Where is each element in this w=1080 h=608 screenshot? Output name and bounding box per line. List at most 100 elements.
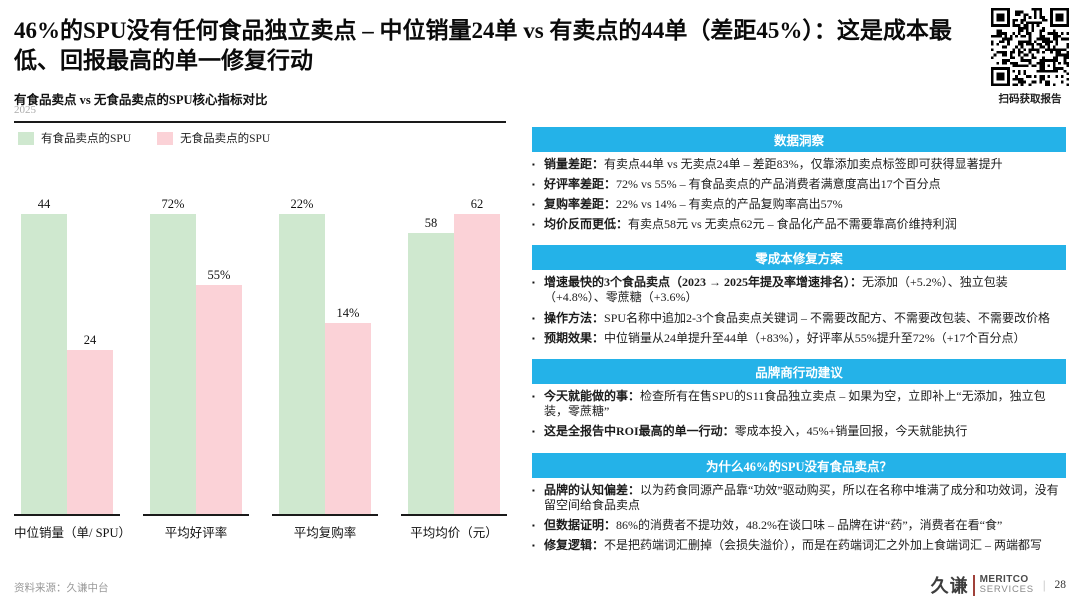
bullet-icon: ▪ [532,199,535,209]
chart-year: 2025 [14,104,36,116]
insight-section: 为什么46%的SPU没有食品卖点？ ▪ 品牌的认知偏差：以为药食同源产品靠“功效”驱… [532,453,1066,554]
bullet-lead: 销量差距： [544,156,605,171]
bullet-item: ▪ 但数据证明：86%的消费者不提功效，48.2%在谈口味 – 品牌在讲“药”，消… [532,518,1066,534]
bullet-icon: ▪ [532,219,535,229]
logo-english: MERITCO SERVICES [979,573,1034,595]
qr-code-block: 扫码获取报告 [988,8,1072,106]
logo-divider [972,574,975,596]
bullet-item: ▪ 均价反而更低：有卖点58元 vs 无卖点62元 – 食品化产品不需要靠高价维持… [532,217,1066,233]
bar-value-label: 58 [424,216,438,231]
bar-chart: 44 24 中位销量（单/ SPU） 72% 55% 平均好评率 22% 14% 平均复购率 58… [14,197,507,541]
bar-有食品卖点的SPU: 58 [408,216,454,514]
bullet-lead: 复购率差距： [544,196,617,211]
bar-value-label: 44 [37,197,51,211]
section-header: 为什么46%的SPU没有食品卖点？ [532,453,1066,479]
chart-group-plot: 72% 55% [143,197,249,516]
bullet-item: ▪ 这是全报告中ROI最高的单一行动：零成本投入，45%+销量回报，今天就能执行 [532,424,1066,440]
bullet-text: 增速最快的3个食品卖点（2023 → 2025年提及率增速排名）：无添加（+5.… [544,274,1008,305]
category-label: 平均均价（元） [410,526,498,540]
bullet-text: 销量差距：有卖点44单 vs 无卖点24单 – 差距83%，仅靠添加卖点标签即可… [544,156,1003,171]
bullet-lead: 今天就能做的事： [544,388,641,403]
bullet-lead: 均价反而更低： [544,216,629,231]
bullet-icon: ▪ [532,333,535,343]
bullet-lead: 操作方法： [544,310,605,325]
chart-group: 72% 55% 平均好评率 [143,197,249,541]
bullet-text: 修复逻辑：不是把药端词汇删掉（会损失溢价），而是在药端词汇之外加上食端词汇 – … [544,538,1043,553]
chart-group: 58 62 平均均价（元） [401,197,507,541]
bar-有食品卖点的SPU: 44 [21,197,67,514]
insight-section: 零成本修复方案 ▪ 增速最快的3个食品卖点（2023 → 2025年提及率增速排名）… [532,245,1066,346]
page-number-divider: | [1042,577,1046,592]
bullet-icon: ▪ [532,179,535,189]
bullet-text: 今天就能做的事：检查所有在售SPU的S11食品独立卖点 – 如果为空，立即补上“… [544,388,1046,419]
bar-有食品卖点的SPU: 22% [279,197,325,514]
section-header: 数据洞察 [532,127,1066,152]
bar-value-label: 22% [290,197,314,211]
bar-有食品卖点的SPU: 72% [150,197,196,514]
bullet-lead: 增速最快的3个食品卖点（2023 → 2025年提及率增速排名）： [544,274,863,289]
category-label: 平均好评率 [164,526,228,540]
bullet-icon: ▪ [532,427,535,437]
bullet-icon: ▪ [532,159,535,169]
section-header: 品牌商行动建议 [532,359,1066,385]
bullet-item: ▪ 预期效果：中位销量从24单提升至44单（+83%），好评率从55%提升至72%… [532,331,1066,347]
qr-caption: 扫码获取报告 [998,94,1062,105]
chart-group-plot: 44 24 [14,197,120,516]
bullet-text: 好评率差距：72% vs 55% – 有食品卖点的产品消费者满意度高出17个百分… [544,176,941,191]
logo-chinese: 久谦 [930,576,969,596]
bullet-icon: ▪ [532,277,535,287]
bullet-text: 预期效果：中位销量从24单提升至44单（+83%），好评率从55%提升至72%（… [544,330,1026,345]
bullet-item: ▪ 增速最快的3个食品卖点（2023 → 2025年提及率增速排名）：无添加（+5… [532,275,1066,306]
bar-value-label: 62 [470,197,484,211]
legend-swatch [157,131,174,145]
bullet-text: 复购率差距：22% vs 14% – 有卖点的产品复购率高出57% [544,196,843,211]
category-label: 平均复购率 [293,526,357,540]
bullet-lead: 修复逻辑： [544,538,605,553]
bullet-item: ▪ 复购率差距：22% vs 14% – 有卖点的产品复购率高出57% [532,197,1066,213]
bullet-icon: ▪ [532,485,535,495]
bar-value-label: 14% [336,306,360,321]
bullet-item: ▪ 品牌的认知偏差：以为药食同源产品靠“功效”驱动购买，所以在名称中堆满了成分和功… [532,483,1066,514]
bullet-lead: 预期效果： [544,330,605,345]
insight-panel: 数据洞察 ▪ 销量差距：有卖点44单 vs 无卖点24单 – 差距83%，仅靠添加卖… [532,127,1066,567]
legend-item: 无食品卖点的SPU [157,130,270,146]
page-title: 46%的SPU没有任何食品独立卖点 – 中位销量24单 vs 有卖点的44单（差… [14,18,952,74]
footer-logo: 久谦 MERITCO SERVICES | 28 [931,572,1066,598]
bullet-item: ▪ 修复逻辑：不是把药端词汇删掉（会损失溢价），而是在药端词汇之外加上食端词汇 –… [532,538,1066,554]
bullet-item: ▪ 操作方法：SPU名称中追加2-3个食品卖点关键词 – 不需要改配方、不需要改包… [532,311,1066,327]
chart-group-plot: 22% 14% [272,197,378,516]
bullet-icon: ▪ [532,313,535,323]
insight-section: 数据洞察 ▪ 销量差距：有卖点44单 vs 无卖点24单 – 差距83%，仅靠添加卖… [532,127,1066,232]
bullet-text: 均价反而更低：有卖点58元 vs 无卖点62元 – 食品化产品不需要靠高价维持利… [544,216,957,231]
legend-item: 有食品卖点的SPU [18,130,131,146]
bullet-text: 但数据证明：86%的消费者不提功效，48.2%在谈口味 – 品牌在讲“药”，消费… [544,518,1003,533]
page-number: 28 [1054,579,1067,591]
bar-无食品卖点的SPU: 24 [67,333,113,514]
chart-title: 有食品卖点 vs 无食品卖点的SPU核心指标对比 [14,93,268,107]
bullet-lead: 好评率差距： [544,176,617,191]
bar-无食品卖点的SPU: 14% [325,306,371,514]
insight-section: 品牌商行动建议 ▪ 今天就能做的事：检查所有在售SPU的S11食品独立卖点 – 如果… [532,359,1066,440]
bar-无食品卖点的SPU: 55% [196,268,242,514]
bullet-icon: ▪ [532,541,535,551]
bar-value-label: 55% [207,267,231,282]
bullet-icon: ▪ [532,521,535,531]
source-note: 资料来源：久谦中台 [14,583,109,594]
section-header: 零成本修复方案 [532,245,1066,271]
bullet-item: ▪ 销量差距：有卖点44单 vs 无卖点24单 – 差距83%，仅靠添加卖点标签即… [532,157,1066,173]
bullet-lead: 品牌的认知偏差： [544,482,641,497]
chart-legend: 有食品卖点的SPU 无食品卖点的SPU [18,130,270,146]
bullet-lead: 但数据证明： [544,518,617,533]
bullet-text: 操作方法：SPU名称中追加2-3个食品卖点关键词 – 不需要改配方、不需要改包装… [544,310,1051,325]
bullet-icon: ▪ [532,391,535,401]
chart-group: 22% 14% 平均复购率 [272,197,378,541]
bar-value-label: 72% [161,197,185,211]
bullet-text: 品牌的认知偏差：以为药食同源产品靠“功效”驱动购买，所以在名称中堆满了成分和功效… [544,482,1059,513]
logo-english-line1: MERITCO [979,573,1029,585]
bullet-lead: 这是全报告中ROI最高的单一行动： [544,424,735,439]
bar-无食品卖点的SPU: 62 [454,197,500,514]
bullet-text: 这是全报告中ROI最高的单一行动：零成本投入，45%+销量回报，今天就能执行 [544,424,968,439]
legend-swatch [18,131,34,145]
bar-value-label: 24 [83,333,97,348]
chart-divider-line [14,121,506,123]
